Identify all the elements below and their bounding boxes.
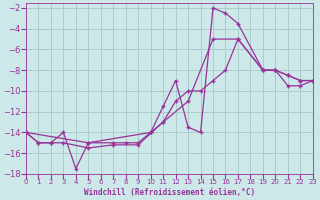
- X-axis label: Windchill (Refroidissement éolien,°C): Windchill (Refroidissement éolien,°C): [84, 188, 255, 197]
